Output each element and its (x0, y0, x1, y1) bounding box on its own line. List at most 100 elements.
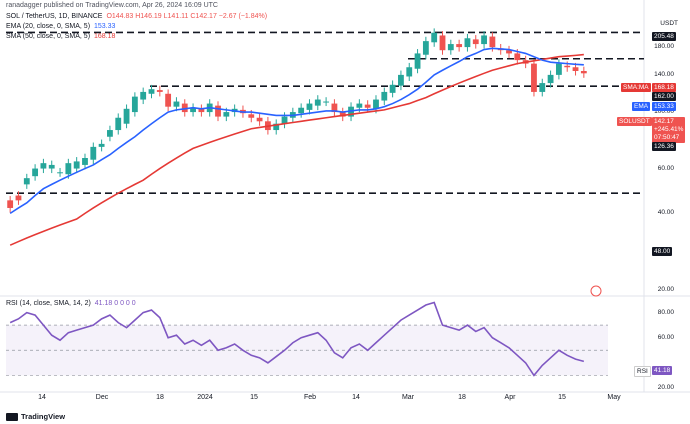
candle-body (331, 103, 338, 113)
candle-body (373, 99, 379, 109)
sma-legend-value: 168.18 (93, 33, 116, 40)
tradingview-logo-icon (6, 413, 18, 422)
time-tick-label: 18 (458, 394, 466, 401)
candle-body (298, 107, 305, 114)
candle-body (181, 103, 188, 113)
candle-body (23, 178, 30, 185)
candle-body (281, 116, 288, 124)
sma-legend[interactable]: SMA (50, close, 0, SMA, 5) 168.18 (6, 33, 115, 40)
price-tick-label: 60.00 (657, 164, 674, 172)
candle-body (40, 163, 47, 169)
symbol-text: SOL / TetherUS, 1D, BINANCE (6, 13, 103, 20)
candle-body (531, 63, 537, 92)
candle-body (323, 101, 330, 103)
alert-icon (590, 285, 602, 297)
candle-body (57, 172, 63, 174)
candle-body (256, 117, 263, 122)
candle-body (73, 161, 80, 169)
time-tick-label: Mar (401, 394, 415, 401)
time-tick-label: 15 (558, 394, 566, 401)
level-tag-126: 126.36 (652, 142, 676, 151)
candle-body (314, 99, 321, 106)
rsi-legend-label: RSI (14, close, SMA, 14, 2) (6, 300, 91, 307)
price-axis-currency: USDT (660, 20, 678, 27)
time-tick-label: 14 (38, 394, 46, 401)
candle-body (414, 53, 421, 69)
candle-body (564, 65, 571, 68)
candle-body (580, 71, 587, 74)
candle-body (398, 74, 404, 86)
candle-body (7, 200, 14, 208)
candle-body (198, 108, 205, 113)
ema-legend-value: 153.33 (93, 23, 116, 30)
candle-body (131, 96, 138, 113)
time-tick-label: May (607, 394, 621, 401)
ohlc-text: O144.83 H146.19 L141.11 C142.17 −2.67 (−… (106, 13, 268, 20)
candle-body (456, 44, 463, 48)
level-tag-162: 162.00 (652, 92, 676, 101)
last-price: 142.17 (654, 118, 674, 125)
ema-legend-label: EMA (20, close, 0, SMA, 5) (6, 23, 91, 30)
candle-body (406, 67, 413, 77)
price-tick-label: 20.00 (657, 286, 674, 293)
candle-body (381, 91, 388, 101)
candle-body (514, 53, 521, 61)
candle-body (148, 89, 155, 94)
time-tick-label: 14 (352, 394, 360, 401)
publish-header: ranadagger published on TradingView.com,… (6, 2, 218, 9)
time-tick-label: 18 (156, 394, 164, 401)
time-tick-label: Feb (303, 394, 317, 401)
price-change: +245.41% (654, 126, 684, 133)
candle-body (140, 91, 147, 100)
candle-body (555, 63, 562, 75)
candle-body (32, 168, 39, 177)
ema-20-line (9, 47, 584, 215)
ema-tag-label: EMA (632, 102, 651, 111)
candle-body (156, 90, 163, 92)
candle-body (431, 32, 438, 43)
time-tick-label: 2024 (197, 394, 213, 401)
brand-text: TradingView (21, 412, 66, 421)
rsi-legend[interactable]: RSI (14, close, SMA, 14, 2) 41.18 0 0 0 … (6, 300, 136, 307)
sma-tag-value: 168.18 (652, 83, 676, 92)
candle-body (472, 39, 479, 45)
sma-tag-label: SMA:MA (621, 83, 651, 92)
candle-body (389, 84, 396, 93)
rsi-line (9, 301, 585, 377)
ema-legend[interactable]: EMA (20, close, 0, SMA, 5) 153.33 (6, 23, 115, 30)
candle-body (547, 74, 554, 84)
candle-body (65, 163, 72, 175)
candle-body (572, 67, 579, 72)
sma-legend-label: SMA (50, close, 0, SMA, 5) (6, 33, 91, 40)
candle-body (481, 35, 487, 45)
candle-body (115, 117, 122, 131)
symbol-tag: SOLUSDT (617, 117, 652, 126)
candle-body (173, 101, 180, 107)
price-tick-label: 140.00 (654, 70, 674, 78)
candle-body (273, 123, 280, 131)
time-tick-label: Apr (504, 394, 516, 401)
last-price-tag: 142.17 +245.41% 07:50:47 (652, 117, 686, 143)
candle-body (90, 146, 97, 160)
rsi-tag-label: RSI (634, 366, 651, 377)
candle-body (306, 103, 313, 110)
candle-body (364, 104, 371, 108)
sma-50-line (9, 53, 584, 246)
candle-body (15, 195, 22, 201)
price-tick-label: 180.00 (654, 43, 674, 51)
rsi-tick-label: 80.00 (657, 308, 674, 316)
candle-body (123, 108, 130, 124)
price-tick-label: 100.00 (654, 108, 674, 116)
candle-body (190, 107, 196, 113)
rsi-tag-value: 41.18 (652, 366, 673, 375)
candle-body (447, 44, 454, 51)
candle-body (165, 93, 172, 107)
candle-body (464, 38, 471, 48)
rsi-tick-label: 60.00 (657, 333, 674, 341)
bar-countdown: 07:50:47 (654, 134, 680, 141)
tradingview-logo[interactable]: TradingView (6, 412, 66, 422)
level-tag-48: 48.00 (652, 247, 673, 256)
symbol-legend: SOL / TetherUS, 1D, BINANCE O144.83 H146… (6, 13, 267, 20)
time-tick-label: 15 (250, 394, 258, 401)
